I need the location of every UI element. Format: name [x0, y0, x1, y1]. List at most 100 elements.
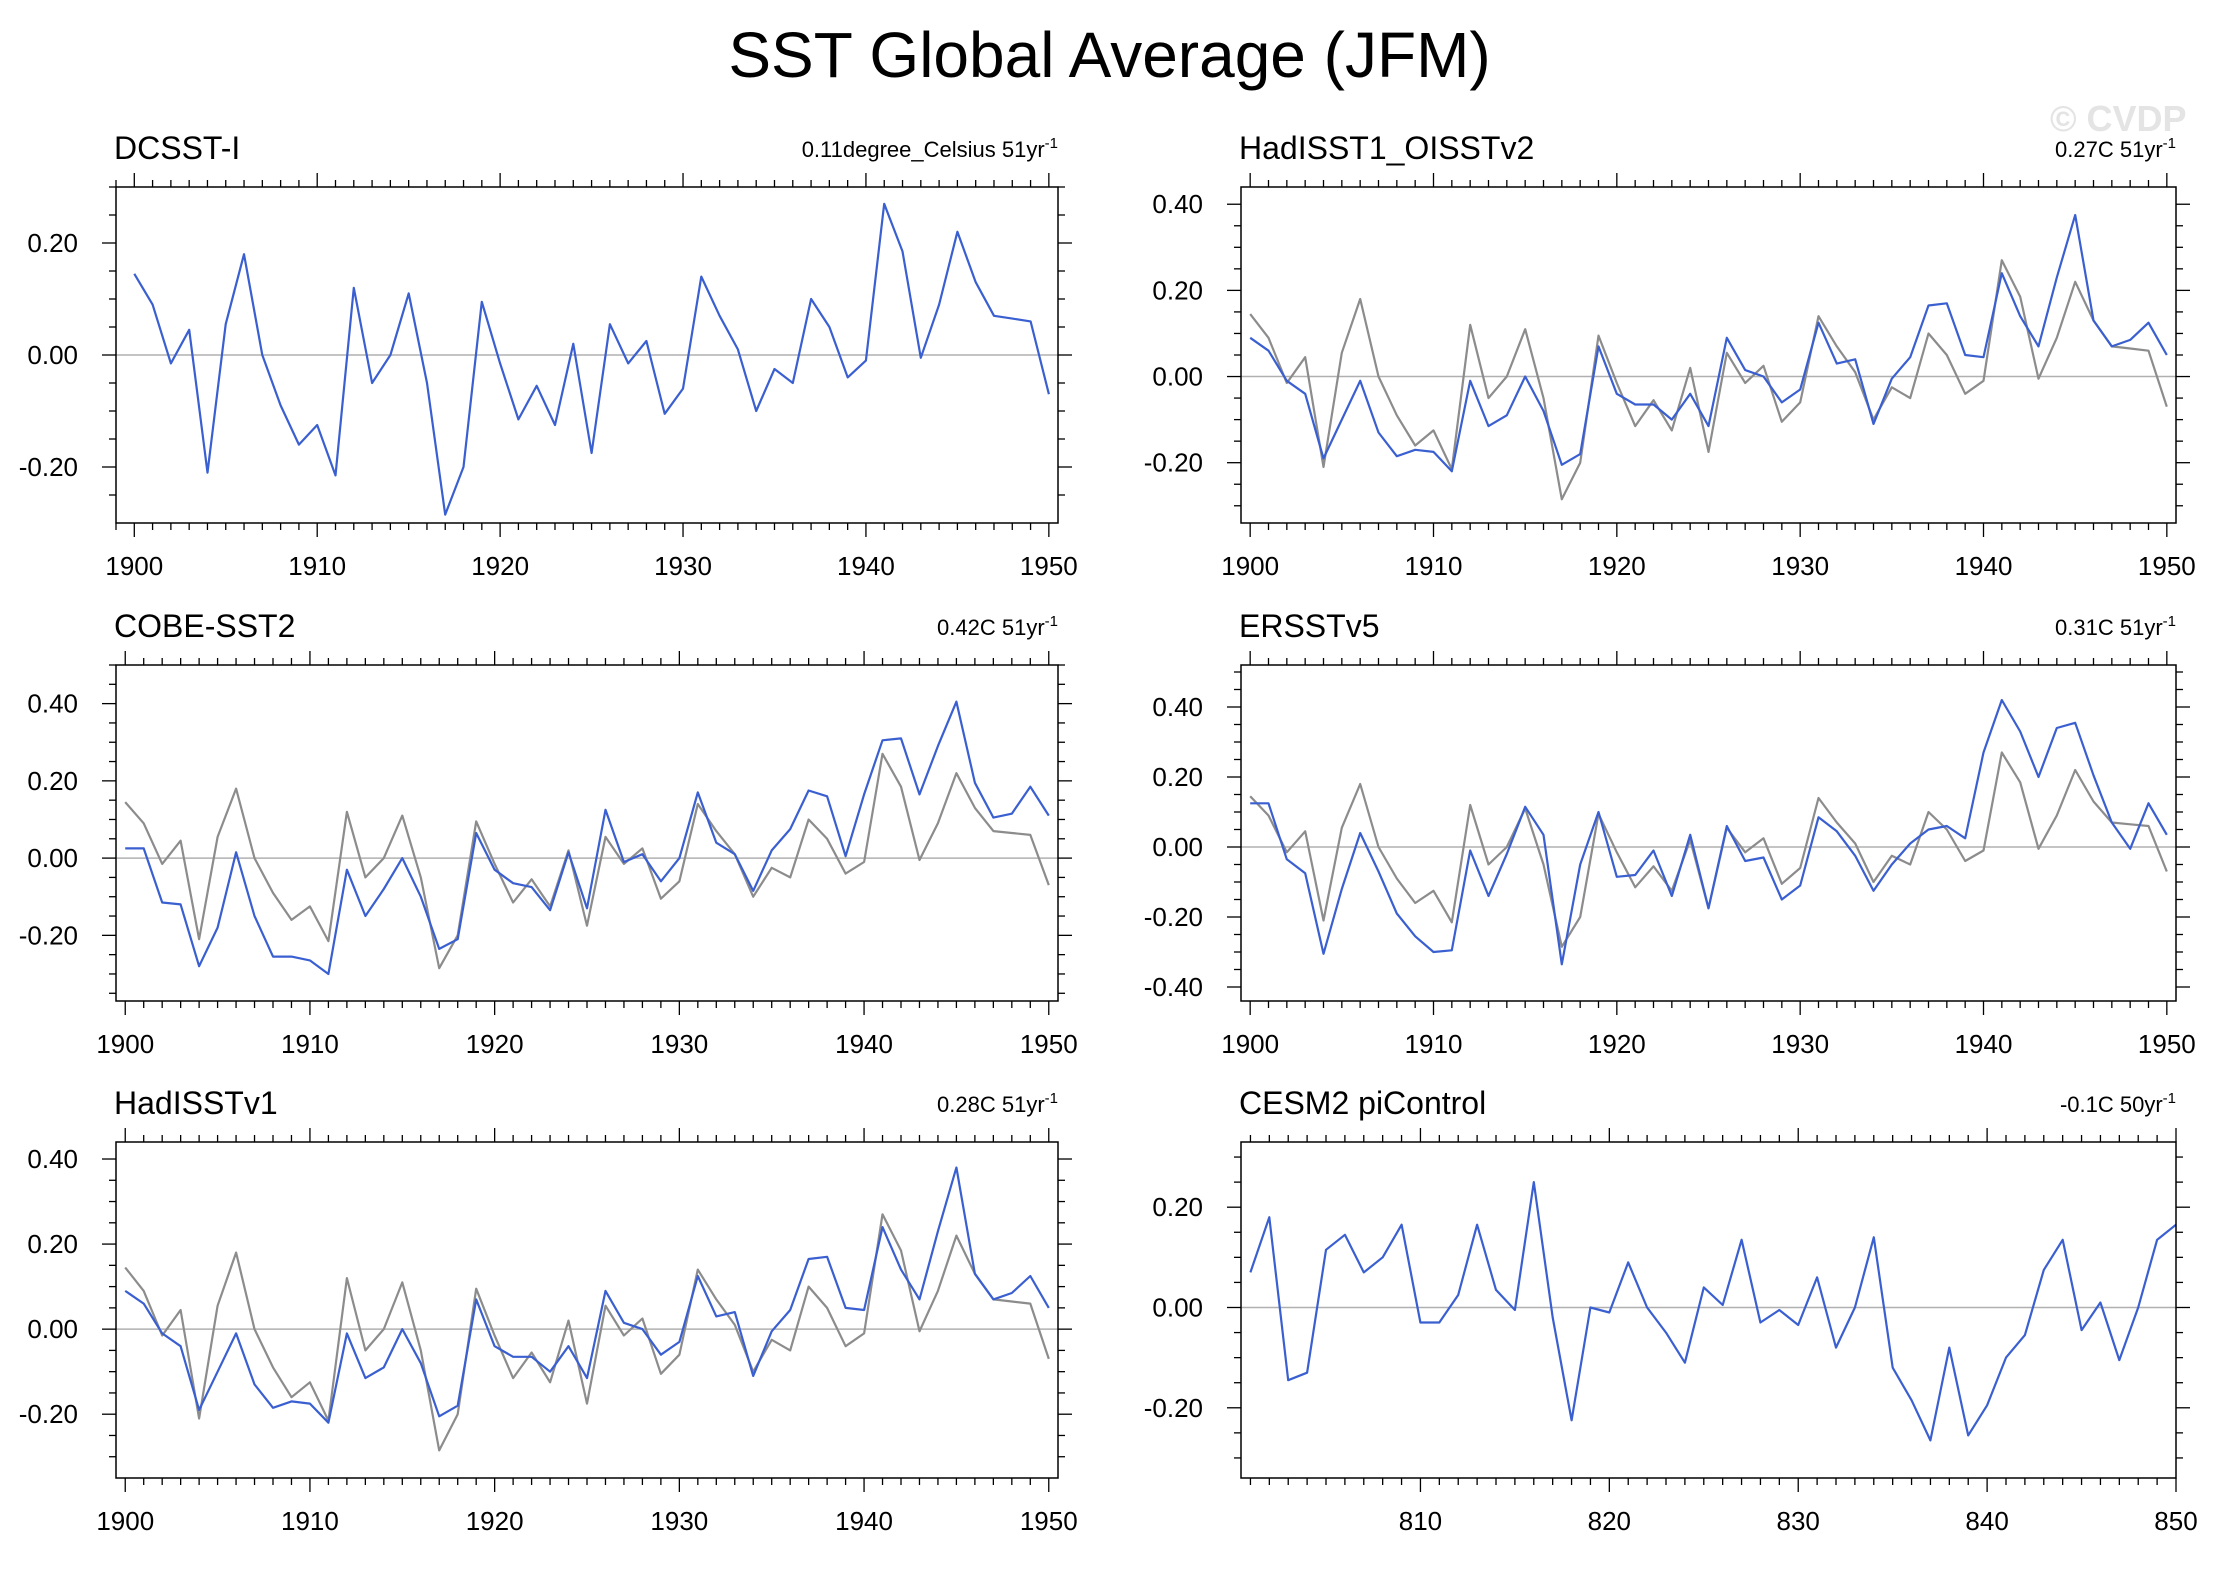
trend-exponent: -1: [2163, 1090, 2176, 1107]
x-tick-label: 850: [2154, 1506, 2197, 1536]
y-tick-label: -0.40: [1144, 972, 1203, 1002]
y-tick-label: -0.20: [19, 452, 78, 482]
y-tick-label: -0.20: [1144, 902, 1203, 932]
watermark-text: © CVDP: [2050, 98, 2187, 139]
x-tick-label: 1910: [288, 551, 346, 581]
trend-label: 0.31C 51yr-1: [2055, 613, 2176, 640]
x-tick-label: 1930: [650, 1029, 708, 1059]
x-tick-label: 1950: [2138, 1029, 2196, 1059]
trend-label: 0.11degree_Celsius 51yr-1: [802, 135, 1058, 162]
y-tick-label: 0.20: [27, 766, 78, 796]
trend-value: 0.28C 51yr: [937, 1092, 1045, 1117]
y-tick-label: -0.20: [19, 1399, 78, 1429]
panel-title: ERSSTv5: [1239, 608, 1379, 644]
trend-value: -0.1C 50yr: [2060, 1092, 2163, 1117]
x-tick-label: 820: [1588, 1506, 1631, 1536]
panel-title: HadISST1_OISSTv2: [1239, 130, 1534, 166]
x-tick-label: 1900: [105, 551, 163, 581]
trend-label: 0.27C 51yr-1: [2055, 135, 2176, 162]
y-tick-label: 0.00: [1152, 362, 1203, 392]
trend-value: 0.42C 51yr: [937, 615, 1045, 640]
y-tick-label: 0.40: [1152, 189, 1203, 219]
chart-panel: 1900 1910 1920 1930 1940 1950 -0.40 -0.20 0.00 0.…: [1144, 608, 2196, 1059]
y-tick-label: 0.40: [27, 689, 78, 719]
y-tick-label: -0.20: [1144, 1393, 1203, 1423]
trend-exponent: -1: [2163, 135, 2176, 152]
y-tick-label: 0.00: [1152, 1292, 1203, 1322]
y-tick-label: 0.20: [27, 1229, 78, 1259]
panel-title: COBE-SST2: [114, 608, 295, 644]
x-tick-label: 1940: [837, 551, 895, 581]
x-tick-label: 1920: [466, 1506, 524, 1536]
x-tick-label: 1920: [1588, 551, 1646, 581]
x-tick-label: 1910: [281, 1506, 339, 1536]
y-tick-label: 0.20: [1152, 275, 1203, 305]
chart-panel: 1900 1910 1920 1930 1940 1950 -0.20 0.00 0.20 0.4…: [19, 1085, 1078, 1536]
x-tick-label: 1930: [1771, 1029, 1829, 1059]
x-tick-label: 1940: [835, 1506, 893, 1536]
plot-frame: [115, 1141, 1059, 1479]
x-tick-label: 1940: [1955, 551, 2013, 581]
x-tick-label: 1930: [1771, 551, 1829, 581]
x-tick-label: 1920: [466, 1029, 524, 1059]
series-line: [1249, 213, 2168, 473]
trend-label: 0.42C 51yr-1: [937, 613, 1058, 640]
trend-value: 0.31C 51yr: [2055, 615, 2163, 640]
plot-frame: [1240, 664, 2177, 1002]
reference-series-line: [1249, 259, 2168, 501]
x-tick-label: 1900: [1221, 1029, 1279, 1059]
trend-exponent: -1: [2163, 613, 2176, 630]
plot-frame: [115, 664, 1059, 1002]
y-tick-label: 0.00: [1152, 832, 1203, 862]
y-tick-label: 0.20: [27, 228, 78, 258]
plot-frame: [1240, 186, 2177, 524]
x-tick-label: 1910: [1405, 1029, 1463, 1059]
series-line: [124, 1166, 1050, 1424]
trend-label: 0.28C 51yr-1: [937, 1090, 1058, 1117]
trend-exponent: -1: [1045, 135, 1058, 152]
x-tick-label: 1910: [281, 1029, 339, 1059]
trend-exponent: -1: [1045, 613, 1058, 630]
x-tick-label: 1950: [1020, 551, 1078, 581]
y-tick-label: -0.20: [1144, 448, 1203, 478]
reference-series-line: [124, 752, 1050, 970]
panel-title: CESM2 piControl: [1239, 1085, 1486, 1121]
reference-series-line: [124, 1213, 1050, 1452]
y-tick-label: 0.00: [27, 340, 78, 370]
x-tick-label: 1900: [1221, 551, 1279, 581]
y-tick-label: 0.40: [1152, 692, 1203, 722]
x-tick-label: 840: [1965, 1506, 2008, 1536]
x-tick-label: 1930: [650, 1506, 708, 1536]
series-line: [133, 202, 1050, 516]
trend-label: -0.1C 50yr-1: [2060, 1090, 2176, 1117]
y-tick-label: 0.00: [27, 1314, 78, 1344]
trend-value: 0.11degree_Celsius 51yr: [802, 137, 1045, 162]
y-tick-label: -0.20: [19, 920, 78, 950]
x-tick-label: 1900: [96, 1029, 154, 1059]
y-tick-label: 0.20: [1152, 1192, 1203, 1222]
x-tick-label: 1950: [1020, 1029, 1078, 1059]
x-tick-label: 1920: [471, 551, 529, 581]
x-tick-label: 1940: [1955, 1029, 2013, 1059]
panel-title: DCSST-I: [114, 130, 240, 166]
figure-title: SST Global Average (JFM): [728, 19, 1491, 91]
series-line: [1250, 698, 2168, 966]
chart-panel: 810 820 830 840 850 -0.20 0.00 0.20 CESM2 piCont…: [1144, 1085, 2198, 1536]
chart-panel: 1900 1910 1920 1930 1940 1950 -0.20 0.00 0.20 0.4…: [1144, 130, 2196, 581]
x-tick-label: 1950: [1020, 1506, 1078, 1536]
y-tick-label: 0.00: [27, 843, 78, 873]
panel-title: HadISSTv1: [114, 1085, 278, 1121]
x-tick-label: 1930: [654, 551, 712, 581]
y-tick-label: 0.20: [1152, 762, 1203, 792]
x-tick-label: 1910: [1405, 551, 1463, 581]
x-tick-label: 830: [1777, 1506, 1820, 1536]
x-tick-label: 1900: [96, 1506, 154, 1536]
plot-frame: [1240, 1141, 2177, 1479]
x-tick-label: 1920: [1588, 1029, 1646, 1059]
chart-panel: 1900 1910 1920 1930 1940 1950 -0.20 0.00 0.20 0.4…: [19, 608, 1078, 1059]
series-line: [1249, 1180, 2177, 1442]
trend-value: 0.27C 51yr: [2055, 137, 2163, 162]
x-tick-label: 1950: [2138, 551, 2196, 581]
y-tick-label: 0.40: [27, 1144, 78, 1174]
